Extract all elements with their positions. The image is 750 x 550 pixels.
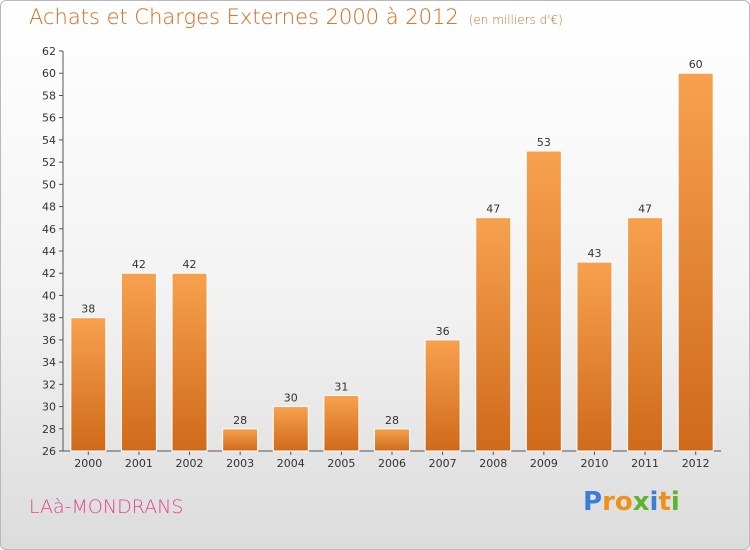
x-tick-label: 2007 (429, 457, 457, 470)
x-tick-label: 2003 (226, 457, 254, 470)
bar (475, 217, 512, 452)
bar-value-label: 30 (284, 392, 298, 405)
x-tick-label: 2008 (479, 457, 507, 470)
bar-value-label: 36 (436, 325, 450, 338)
bar (120, 272, 157, 452)
logo-letter: t (658, 487, 671, 517)
y-tick-label: 34 (42, 356, 56, 369)
y-tick-label: 40 (42, 289, 56, 302)
bar-value-label: 38 (81, 303, 95, 316)
x-tick-label: 2009 (530, 457, 558, 470)
x-tick-label: 2000 (74, 457, 102, 470)
y-tick-label: 36 (42, 334, 56, 347)
logo-letter: r (602, 487, 615, 517)
x-tick-label: 2001 (125, 457, 153, 470)
bar (272, 406, 309, 452)
y-tick-label: 30 (42, 401, 56, 414)
chart-unit: (en milliers d'€) (468, 13, 563, 27)
logo-letter: o (614, 487, 633, 517)
y-tick-label: 46 (42, 223, 56, 236)
bar (576, 261, 613, 452)
logo-letter: i (670, 487, 680, 517)
bar (171, 272, 208, 452)
y-tick-label: 38 (42, 312, 56, 325)
y-tick-label: 50 (42, 178, 56, 191)
bar-value-label: 60 (689, 58, 703, 71)
chart-title: Achats et Charges Externes 2000 à 2012 (e… (29, 5, 563, 29)
bar-value-label: 53 (537, 136, 551, 149)
bar-value-label: 47 (638, 203, 652, 216)
y-tick-label: 32 (42, 378, 56, 391)
bar (525, 150, 562, 452)
x-tick-label: 2004 (277, 457, 305, 470)
bar (677, 72, 714, 452)
y-tick-label: 52 (42, 156, 56, 169)
bar (424, 339, 461, 452)
y-tick-label: 56 (42, 112, 56, 125)
x-tick-label: 2012 (682, 457, 710, 470)
axes: 26 28 30 32 34 36 38 40 42 44 46 48 50 52 54 56 58 60 62 20… (42, 45, 721, 470)
x-tick-label: 2006 (378, 457, 406, 470)
y-tick-label: 42 (42, 267, 56, 280)
y-tick-label: 54 (42, 134, 56, 147)
y-tick-label: 48 (42, 201, 56, 214)
logo-letter: i (649, 487, 659, 517)
logo-letter: x (632, 487, 650, 517)
bar (627, 217, 664, 452)
bar-value-label: 28 (385, 414, 399, 427)
bars: 38 42 42 28 30 31 28 36 47 53 43 47 60 (70, 58, 714, 452)
bar-value-label: 43 (587, 247, 601, 260)
y-tick-label: 44 (42, 245, 56, 258)
chart-title-text: Achats et Charges Externes 2000 à 2012 (29, 5, 459, 29)
y-tick-label: 62 (42, 45, 56, 58)
logo-letter: P (583, 487, 603, 517)
bar-value-label: 42 (183, 258, 197, 271)
bar-value-label: 47 (486, 203, 500, 216)
x-tick-label: 2010 (580, 457, 608, 470)
bar-value-label: 42 (132, 258, 146, 271)
bar-value-label: 28 (233, 414, 247, 427)
y-tick-label: 60 (42, 67, 56, 80)
proxiti-logo: Proxiti (583, 487, 680, 517)
bar-value-label: 31 (334, 380, 348, 393)
commune-name: LAà-MONDRANS (29, 496, 184, 518)
bar (323, 394, 360, 452)
x-tick-label: 2002 (176, 457, 204, 470)
x-tick-label: 2005 (327, 457, 355, 470)
y-tick-label: 28 (42, 423, 56, 436)
x-tick-label: 2011 (631, 457, 659, 470)
bar (70, 317, 107, 452)
y-tick-label: 58 (42, 89, 56, 102)
y-tick-label: 26 (42, 445, 56, 458)
bar (374, 428, 410, 452)
bar (222, 428, 259, 452)
